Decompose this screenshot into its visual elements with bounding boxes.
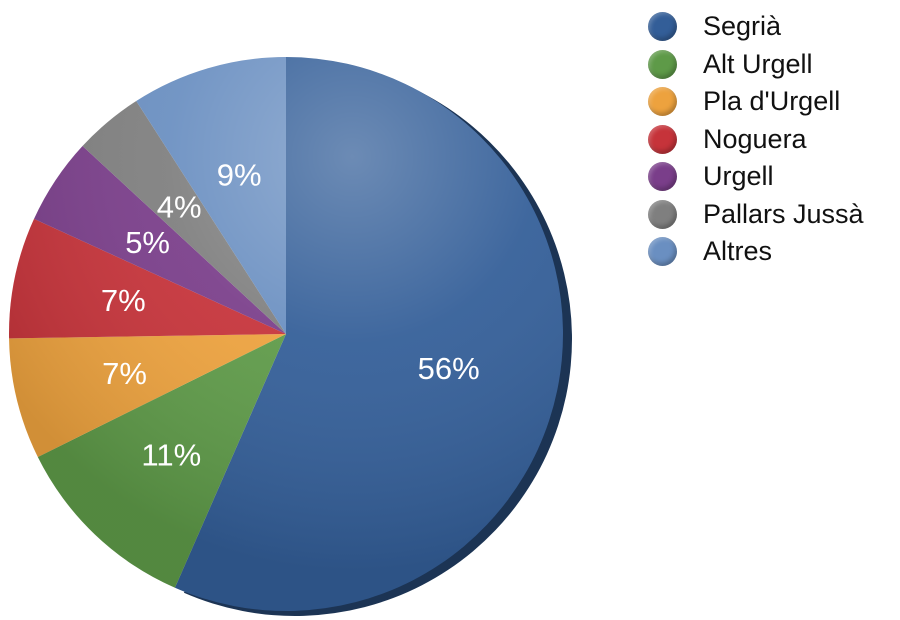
- slice-label-alt-urgell: 11%: [141, 437, 201, 472]
- slice-label-noguera: 7%: [101, 283, 146, 318]
- legend-item-pla-d-urgell: Pla d'Urgell: [648, 83, 864, 121]
- legend-swatch-pallars-jussa: [648, 199, 677, 229]
- legend-label-segria: Segrià: [703, 11, 782, 42]
- legend-label-pla-d-urgell: Pla d'Urgell: [703, 86, 841, 117]
- legend-item-altres: Altres: [648, 233, 864, 271]
- legend-label-pallars-jussa: Pallars Jussà: [703, 198, 864, 229]
- legend-item-segria: Segrià: [648, 8, 864, 46]
- legend-swatch-altres: [648, 237, 677, 267]
- legend-item-urgell: Urgell: [648, 158, 864, 196]
- legend-item-noguera: Noguera: [648, 121, 864, 159]
- legend-item-pallars-jussa: Pallars Jussà: [648, 196, 864, 234]
- legend-swatch-urgell: [648, 162, 677, 192]
- slice-label-segria: 56%: [418, 351, 480, 386]
- legend-swatch-noguera: [648, 124, 677, 154]
- legend-swatch-segria: [648, 12, 677, 42]
- slice-label-urgell: 5%: [125, 225, 170, 260]
- slice-label-pallars-jussa: 4%: [157, 190, 202, 225]
- slice-label-altres: 9%: [217, 158, 262, 193]
- legend: Segrià Alt Urgell Pla d'Urgell Noguera Urgel…: [648, 8, 864, 271]
- legend-label-urgell: Urgell: [703, 161, 774, 192]
- legend-label-noguera: Noguera: [703, 123, 807, 154]
- slice-label-pla-d-urgell: 7%: [102, 356, 147, 391]
- legend-item-alt-urgell: Alt Urgell: [648, 46, 864, 84]
- legend-label-altres: Altres: [703, 236, 773, 267]
- legend-swatch-pla-d-urgell: [648, 87, 677, 117]
- legend-swatch-alt-urgell: [648, 49, 677, 79]
- legend-label-alt-urgell: Alt Urgell: [703, 48, 813, 79]
